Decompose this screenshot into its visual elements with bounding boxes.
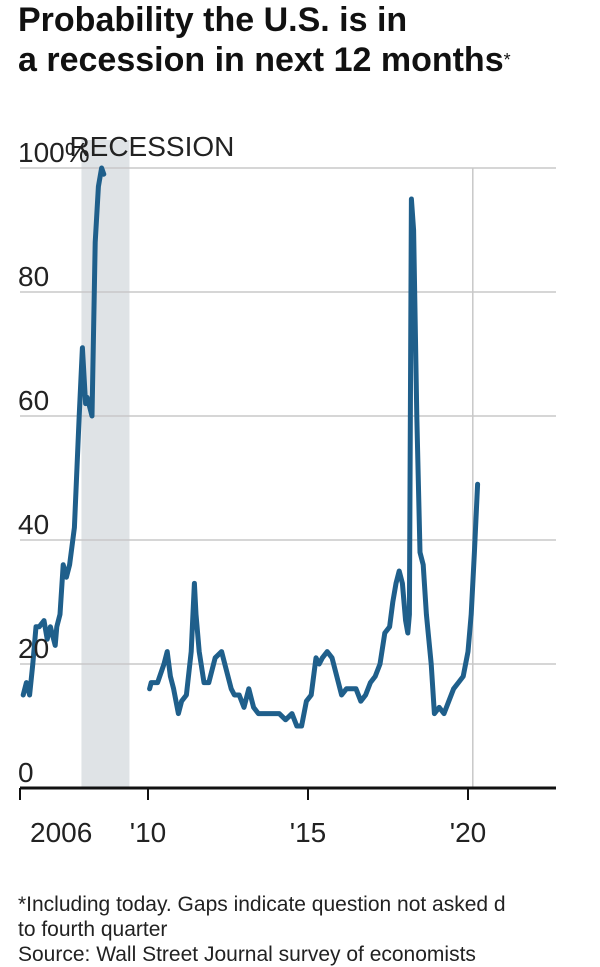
recession-label-layer: RECESSION [69, 131, 234, 162]
chart-title: Probability the U.S. is in a recession i… [18, 0, 598, 80]
series-line-1 [147, 196, 481, 729]
y-axis-tick-labels: 0 20 40 60 80 100% [18, 137, 90, 788]
title-line-2: a recession in next 12 months [18, 41, 504, 79]
series-line-0 [20, 165, 107, 698]
footnote-line-1: *Including today. Gaps indicate question… [18, 893, 506, 916]
footnote: *Including today. Gaps indicate question… [18, 892, 598, 967]
x-tick-label-'10: '10 [130, 817, 167, 848]
title-line-1: Probability the U.S. is in [18, 1, 408, 39]
y-tick-label-80: 80 [18, 261, 49, 292]
x-axis [19, 786, 556, 800]
y-tick-label-40: 40 [18, 509, 49, 540]
y-tick-label-0: 0 [18, 757, 34, 788]
y-tick-label-20: 20 [18, 633, 49, 664]
recession-probability-chart: 0 20 40 60 80 100% 2006 '10 '15 '20 RECESSION [18, 131, 556, 848]
gridlines [20, 167, 556, 665]
recession-band-0 [81, 140, 130, 788]
recession-label: RECESSION [69, 131, 234, 162]
x-tick-label-2006: 2006 [30, 817, 92, 848]
y-tick-label-60: 60 [18, 385, 49, 416]
x-axis-tick-labels: 2006 '10 '15 '20 [30, 817, 486, 848]
footnote-line-2: to fourth quarter [18, 918, 168, 941]
series-layer [20, 165, 481, 729]
x-tick-label-'20: '20 [450, 817, 487, 848]
x-tick-label-'15: '15 [290, 817, 327, 848]
title-footnote-marker: * [503, 50, 511, 70]
recession-shading-layer [81, 140, 130, 788]
y-tick-label-100: 100% [18, 137, 90, 168]
footnote-line-3: Source: Wall Street Journal survey of ec… [18, 943, 476, 966]
